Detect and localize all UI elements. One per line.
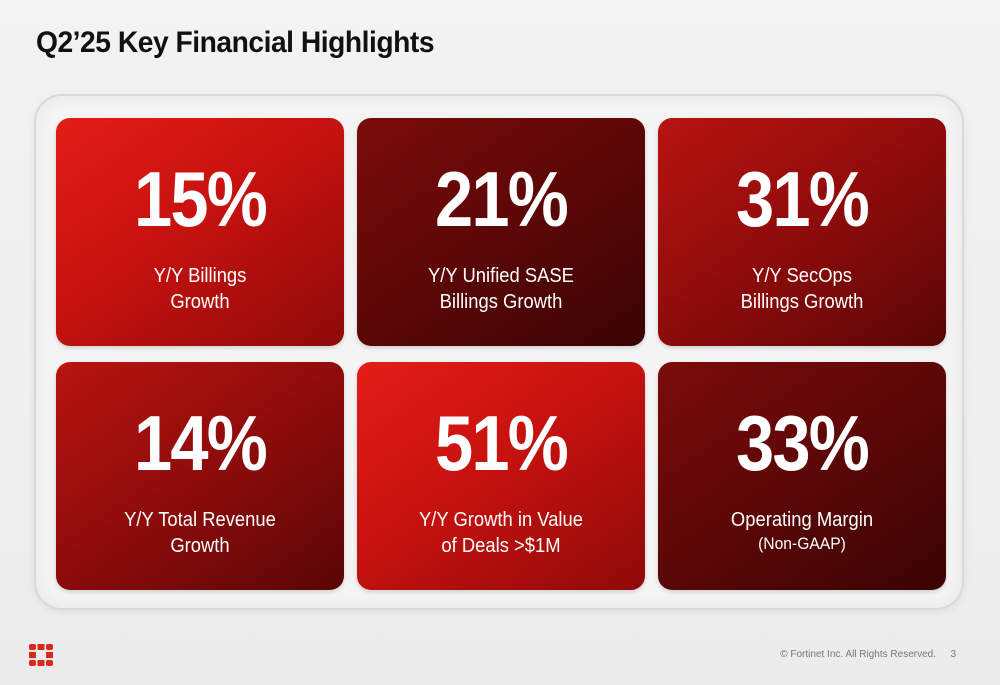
highlight-card-revenue: 14% Y/Y Total Revenue Growth — [56, 362, 344, 590]
page-number: 3 — [950, 649, 956, 660]
highlight-value: 31% — [735, 155, 870, 243]
highlight-label: Y/Y Total Revenue Growth — [77, 507, 324, 559]
highlight-value: 51% — [434, 399, 569, 487]
highlight-label-line1: Y/Y Unified SASE — [428, 265, 574, 287]
highlight-label-line2: Billings Growth — [439, 291, 563, 313]
highlight-label-line1: Y/Y Total Revenue — [124, 509, 276, 531]
highlight-label: Y/Y Unified SASE Billings Growth — [378, 263, 625, 315]
highlight-value: 15% — [133, 155, 268, 243]
fortinet-logo-icon — [29, 644, 53, 666]
highlight-label: Y/Y SecOps Billings Growth — [679, 263, 926, 315]
highlight-label-line1: Y/Y Billings — [153, 265, 247, 287]
highlight-label-line2: (Non-GAAP) — [758, 534, 846, 553]
highlight-value: 33% — [735, 399, 870, 487]
highlight-label: Operating Margin (Non-GAAP) — [679, 507, 926, 555]
page-title: Q2’25 Key Financial Highlights — [36, 26, 435, 59]
highlight-value: 14% — [133, 399, 268, 487]
highlight-label: Y/Y Growth in Value of Deals >$1M — [378, 507, 625, 559]
highlight-label-line2: of Deals >$1M — [441, 535, 561, 557]
highlight-label-line1: Y/Y Growth in Value — [419, 509, 583, 531]
highlight-label: Y/Y Billings Growth — [77, 263, 324, 315]
highlight-label-line2: Billings Growth — [740, 291, 864, 313]
highlight-label-line1: Operating Margin — [730, 509, 874, 531]
highlight-card-operating-margin: 33% Operating Margin (Non-GAAP) — [658, 362, 946, 590]
copyright-text: © Fortinet Inc. All Rights Reserved. — [780, 649, 936, 660]
highlight-label-line1: Y/Y SecOps — [752, 265, 852, 287]
highlight-value: 21% — [434, 155, 569, 243]
highlight-card-deals: 51% Y/Y Growth in Value of Deals >$1M — [357, 362, 645, 590]
highlight-card-billings: 15% Y/Y Billings Growth — [56, 118, 344, 346]
highlight-card-secops: 31% Y/Y SecOps Billings Growth — [658, 118, 946, 346]
highlight-label-line2: Growth — [170, 291, 230, 313]
highlight-label-line2: Growth — [170, 535, 230, 557]
highlight-card-sase: 21% Y/Y Unified SASE Billings Growth — [357, 118, 645, 346]
